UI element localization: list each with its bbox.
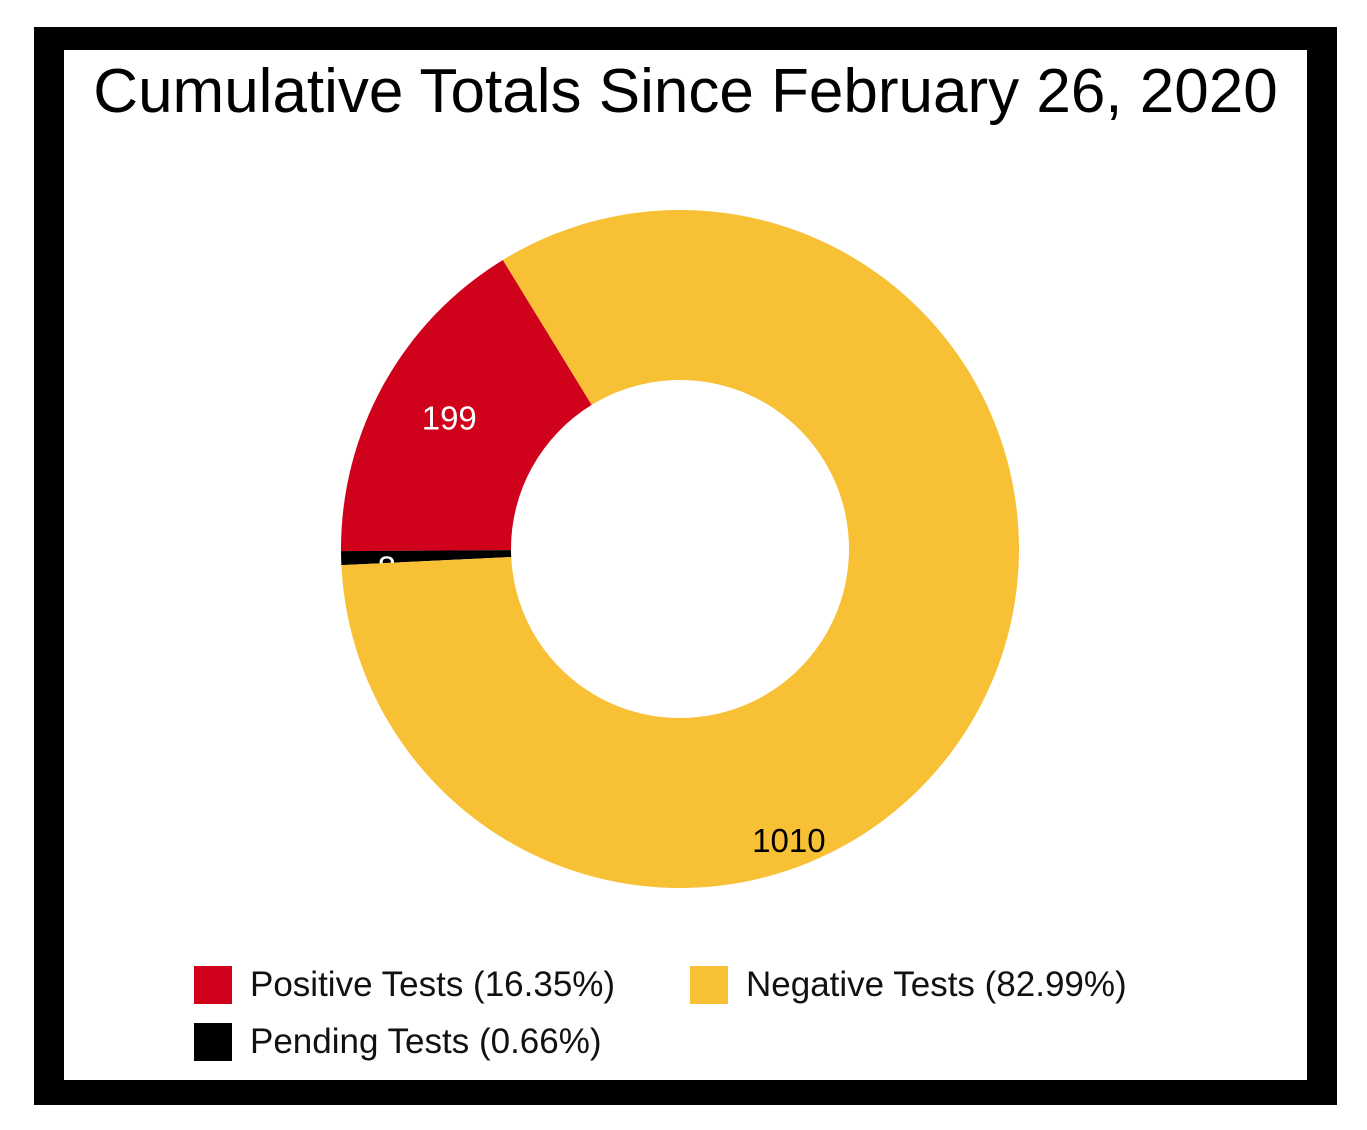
legend-label-positive: Positive Tests (16.35%)	[250, 965, 616, 1004]
legend-label-pending: Pending Tests (0.66%)	[250, 1022, 602, 1061]
legend-swatch-negative	[690, 966, 728, 1004]
legend: Positive Tests (16.35%) Negative Tests (…	[194, 965, 1194, 1075]
chart-panel: Cumulative Totals Since February 26, 202…	[64, 50, 1307, 1080]
chart-title: Cumulative Totals Since February 26, 202…	[93, 57, 1278, 126]
legend-item-negative: Negative Tests (82.99%)	[690, 965, 1127, 1005]
slice-negative	[341, 210, 1020, 889]
slice-pending	[341, 550, 512, 566]
data-label-negative: 1010	[752, 822, 825, 859]
legend-swatch-pending	[194, 1023, 232, 1061]
slice-positive	[341, 259, 592, 552]
donut-chart: 19981010	[341, 210, 1020, 889]
legend-label-negative: Negative Tests (82.99%)	[746, 965, 1127, 1004]
legend-item-pending: Pending Tests (0.66%)	[194, 1022, 602, 1062]
legend-item-positive: Positive Tests (16.35%)	[194, 965, 615, 1005]
data-label-positive: 199	[422, 399, 477, 436]
legend-swatch-positive	[194, 966, 232, 1004]
